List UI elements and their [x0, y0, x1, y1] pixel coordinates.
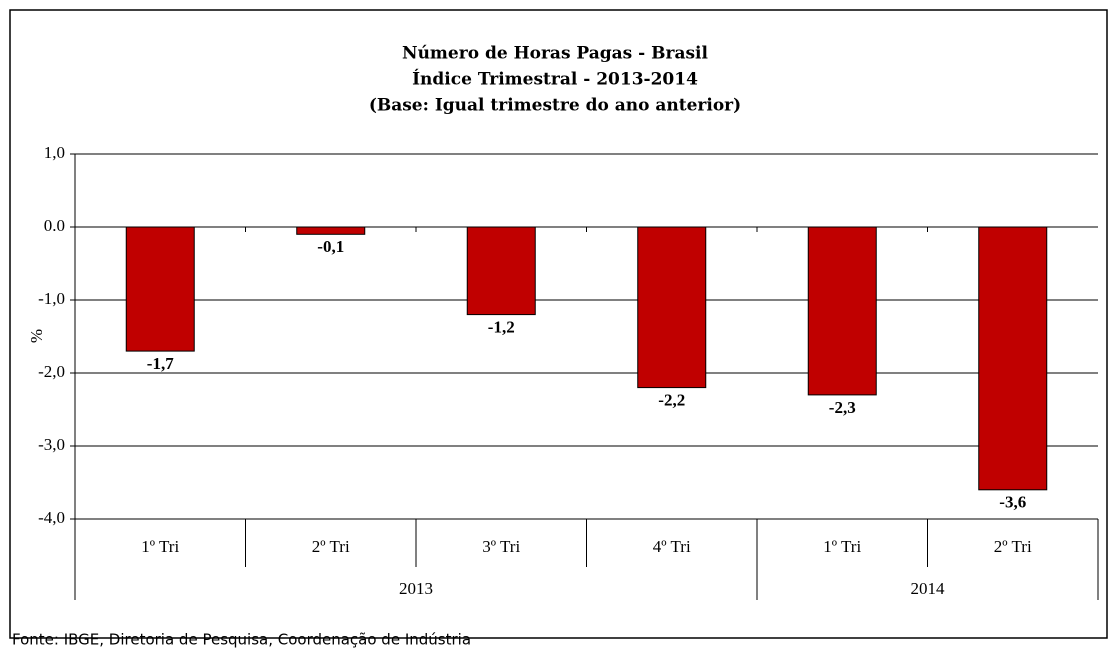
y-tick-label: 0.0 [44, 216, 65, 235]
group-label: 2014 [911, 579, 946, 598]
x-tick-label: 2º Tri [994, 537, 1032, 556]
bar [466, 226, 536, 316]
y-tick-label: -2,0 [38, 362, 65, 381]
x-tick-label: 1º Tri [141, 537, 179, 556]
value-label: -1,7 [147, 354, 174, 373]
value-label: -0,1 [317, 237, 344, 256]
bar [978, 226, 1048, 491]
bar [125, 226, 195, 352]
y-tick-label: -4,0 [38, 508, 65, 527]
chart-title: (Base: Igual trimestre do ano anterior) [369, 96, 741, 116]
y-axis-label: % [27, 329, 46, 343]
y-tick-label: 1,0 [44, 143, 65, 162]
chart-title: Número de Horas Pagas - Brasil [402, 44, 708, 64]
bar [296, 226, 366, 235]
bar [807, 226, 877, 396]
value-label: -2,3 [829, 398, 856, 417]
x-tick-label: 4º Tri [653, 537, 691, 556]
value-label: -1,2 [488, 318, 515, 337]
y-tick-label: -1,0 [38, 289, 65, 308]
chart-title: Índice Trimestral - 2013-2014 [412, 69, 698, 90]
group-label: 2013 [399, 579, 433, 598]
x-tick-label: 1º Tri [823, 537, 861, 556]
x-tick-label: 2º Tri [312, 537, 350, 556]
source-note: Fonte: IBGE, Diretoria de Pesquisa, Coor… [12, 631, 471, 649]
value-label: -2,2 [658, 391, 685, 410]
y-tick-label: -3,0 [38, 435, 65, 454]
value-label: -3,6 [999, 493, 1026, 512]
bar [637, 226, 707, 389]
x-tick-label: 3º Tri [482, 537, 520, 556]
